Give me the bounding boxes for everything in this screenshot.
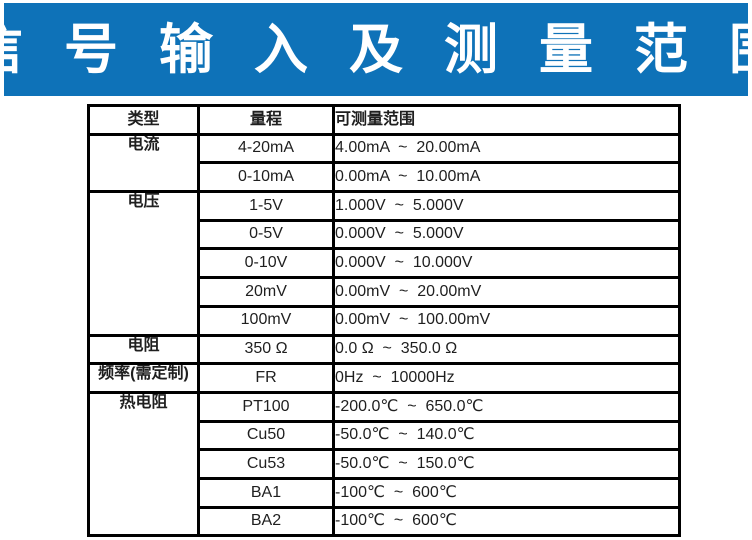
range-cell: 350 Ω xyxy=(197,333,335,366)
range-cell: BA1 xyxy=(197,476,335,509)
column-header-measurable: 可测量范围 xyxy=(332,104,681,136)
measurable-cell: 0.000V ~ 10.000V xyxy=(332,247,681,280)
table-row: 电阻 350 Ω 0.0 Ω ~ 350.0 Ω xyxy=(87,333,681,366)
measurable-cell: -100℃ ~ 600℃ xyxy=(332,476,681,509)
range-cell: FR xyxy=(197,362,335,394)
page-title: 信 号 输 入 及 测 量 范 围 xyxy=(0,19,752,80)
table-row: 100mV 0.00mV ~ 100.00mV xyxy=(89,304,681,337)
header-row: 类型 量程 可测量范围 xyxy=(87,104,681,136)
table-row: 电流 4-20mA 4.00mA ~ 20.00mA xyxy=(87,132,681,194)
title-banner: 信 号 输 入 及 测 量 范 围 xyxy=(0,3,752,96)
measurable-cell: 0.00mV ~ 100.00mV xyxy=(332,304,681,337)
table-row: Cu53 -50.0℃ ~ 150.0℃ xyxy=(89,448,681,480)
range-cell: 4-20mA xyxy=(197,132,335,165)
range-cell: Cu50 xyxy=(197,419,335,452)
type-cell-voltage: 电压 xyxy=(87,190,200,337)
table-row: 0-10mA 0.00mA ~ 10.00mA xyxy=(89,161,681,194)
measurable-cell: -100℃ ~ 600℃ xyxy=(332,505,681,538)
type-cell-current: 电流 xyxy=(87,132,200,194)
column-header-type: 类型 xyxy=(87,104,200,136)
table-row: 热电阻 PT100 -200.0℃ ~ 650.0℃ xyxy=(87,390,681,538)
table-row: 20mV 0.00mV ~ 20.00mV xyxy=(89,276,681,308)
column-header-range: 量程 xyxy=(197,104,335,136)
table-row: Cu50 -50.0℃ ~ 140.0℃ xyxy=(89,419,681,452)
measurable-cell: 1.000V ~ 5.000V xyxy=(332,190,681,222)
measurable-cell: -50.0℃ ~ 140.0℃ xyxy=(332,419,681,452)
table-row: 电压 1-5V 1.000V ~ 5.000V xyxy=(87,190,681,337)
range-cell: Cu53 xyxy=(197,448,335,480)
measurable-cell: 0.0 Ω ~ 350.0 Ω xyxy=(332,333,681,366)
measurable-cell: 0.000V ~ 5.000V xyxy=(332,218,681,251)
table-row: 频率(需定制) FR 0Hz ~ 10000Hz xyxy=(87,362,681,394)
measurable-cell: 0.00mA ~ 10.00mA xyxy=(332,161,681,194)
type-cell-frequency: 频率(需定制) xyxy=(87,362,200,394)
range-cell: 100mV xyxy=(197,304,335,337)
range-cell: PT100 xyxy=(197,390,335,423)
table-row: BA2 -100℃ ~ 600℃ xyxy=(89,505,681,538)
range-cell: 1-5V xyxy=(197,190,335,222)
range-cell: 0-10V xyxy=(197,247,335,280)
signal-range-table: 类型 量程 可测量范围 电流 4-20mA 4.00mA ~ 20.00mA 0… xyxy=(87,104,681,538)
range-cell: 0-5V xyxy=(197,218,335,251)
range-cell: 20mV xyxy=(197,276,335,308)
table-row: 0-5V 0.000V ~ 5.000V xyxy=(89,218,681,251)
type-cell-rtd: 热电阻 xyxy=(87,390,200,538)
table-row: BA1 -100℃ ~ 600℃ xyxy=(89,476,681,509)
measurable-cell: -200.0℃ ~ 650.0℃ xyxy=(332,390,681,423)
range-cell: 0-10mA xyxy=(197,161,335,194)
measurable-cell: 4.00mA ~ 20.00mA xyxy=(332,132,681,165)
range-cell: BA2 xyxy=(197,505,335,538)
measurable-cell: 0.00mV ~ 20.00mV xyxy=(332,276,681,308)
type-cell-resistance: 电阻 xyxy=(87,333,200,366)
table-row: 0-10V 0.000V ~ 10.000V xyxy=(89,247,681,280)
measurable-cell: -50.0℃ ~ 150.0℃ xyxy=(332,448,681,480)
measurable-cell: 0Hz ~ 10000Hz xyxy=(332,362,681,394)
